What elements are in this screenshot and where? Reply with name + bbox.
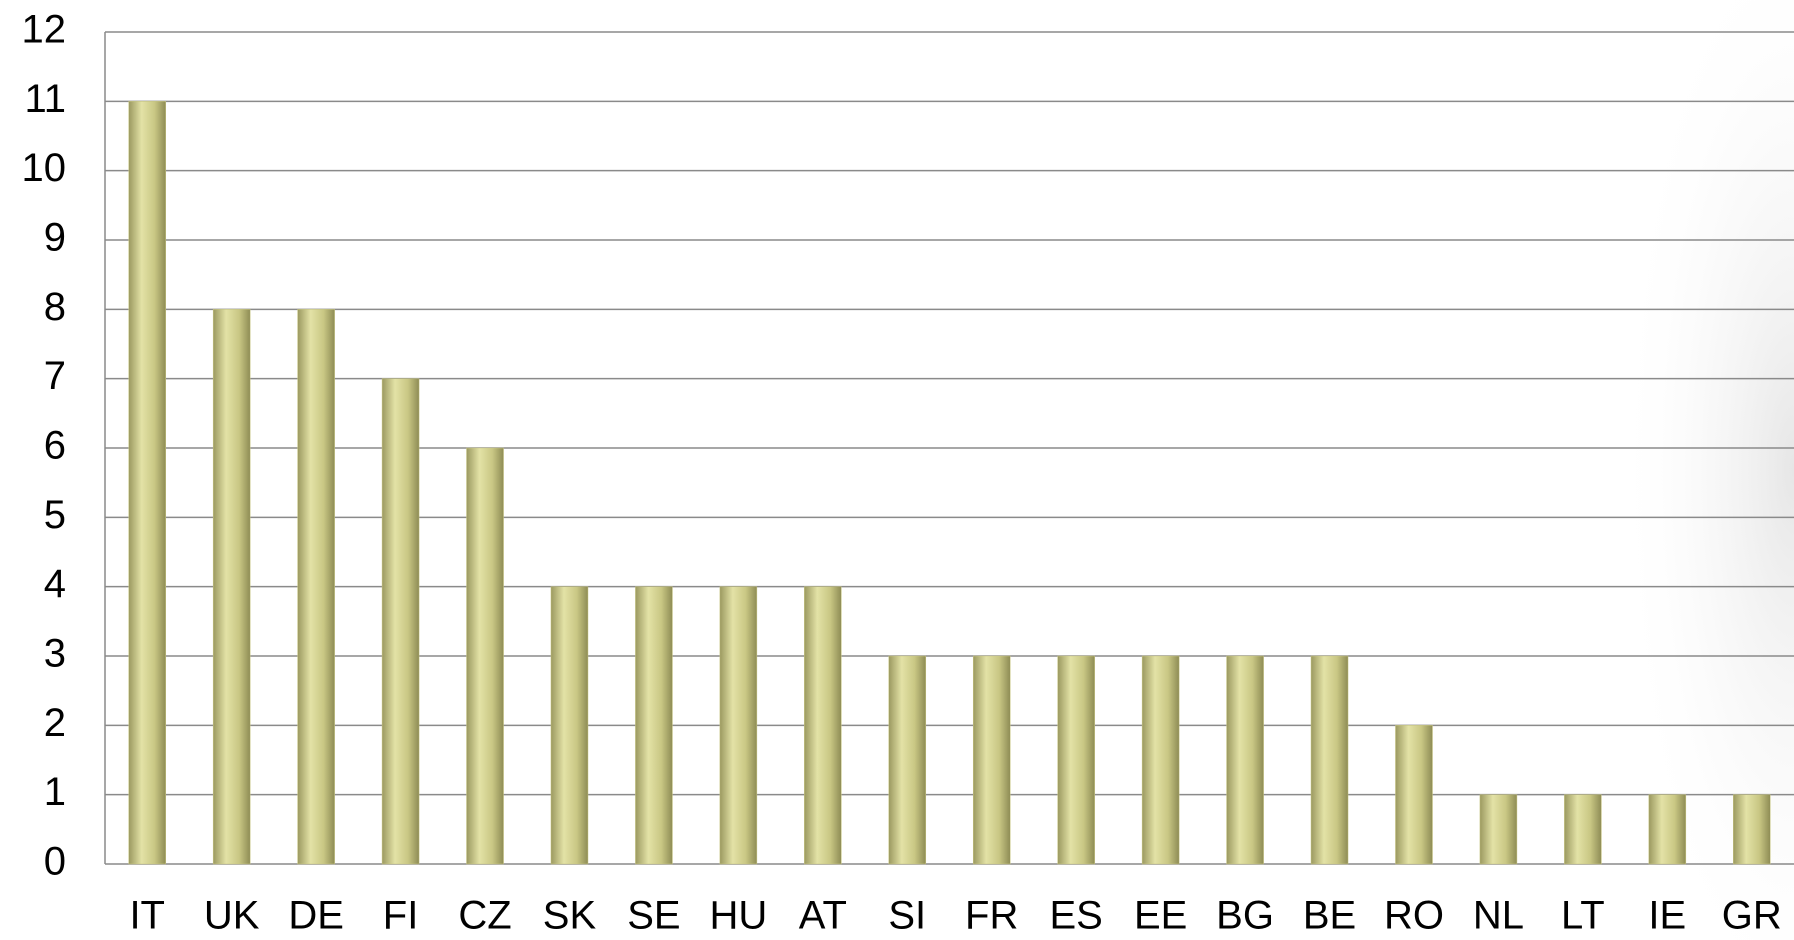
y-tick-label: 3 [44, 632, 66, 676]
x-tick-label: FR [965, 894, 1018, 938]
bar [1395, 725, 1432, 864]
y-tick-label: 9 [44, 216, 66, 260]
bar [1142, 656, 1179, 864]
x-tick-label: CZ [458, 894, 511, 938]
x-tick-label: EE [1134, 894, 1187, 938]
bar [635, 587, 672, 864]
x-tick-label: FI [383, 894, 419, 938]
bar [973, 656, 1010, 864]
bar [804, 587, 841, 864]
x-tick-label: IE [1648, 894, 1686, 938]
page: 0123456789101112ITUKDEFICZSKSEHUATSIFRES… [0, 0, 1794, 940]
x-tick-label: BE [1303, 894, 1356, 938]
x-tick-label: GR [1722, 894, 1782, 938]
y-tick-label: 12 [22, 8, 67, 52]
x-tick-label: SE [627, 894, 680, 938]
x-tick-label: ES [1049, 894, 1102, 938]
bar [1564, 795, 1601, 864]
bar [213, 309, 250, 864]
x-tick-label: LT [1561, 894, 1605, 938]
y-tick-label: 10 [22, 146, 67, 190]
y-tick-label: 11 [24, 77, 66, 121]
x-tick-label: SK [543, 894, 597, 938]
y-tick-label: 0 [44, 840, 66, 884]
bar [382, 379, 419, 864]
y-tick-label: 6 [44, 424, 66, 468]
x-tick-label: NL [1473, 894, 1524, 938]
bar [889, 656, 926, 864]
y-tick-label: 8 [44, 285, 66, 329]
bar [1733, 795, 1770, 864]
y-tick-label: 7 [44, 354, 66, 398]
bar [1311, 656, 1348, 864]
y-tick-label: 4 [44, 562, 66, 606]
bar [1227, 656, 1264, 864]
bar [129, 101, 166, 864]
bar [1649, 795, 1686, 864]
x-tick-label: AT [799, 894, 847, 938]
bar [1058, 656, 1095, 864]
bar [298, 309, 335, 864]
y-tick-label: 1 [44, 770, 66, 814]
x-tick-label: DE [288, 894, 344, 938]
x-tick-label: BG [1216, 894, 1274, 938]
y-tick-label: 2 [44, 701, 66, 745]
bar [467, 448, 504, 864]
x-tick-label: SI [888, 894, 926, 938]
x-tick-label: UK [204, 894, 260, 938]
bar [720, 587, 757, 864]
x-tick-label: IT [129, 894, 165, 938]
bar [551, 587, 588, 864]
x-tick-label: RO [1384, 894, 1444, 938]
x-tick-label: HU [709, 894, 767, 938]
chart: 0123456789101112ITUKDEFICZSKSEHUATSIFRES… [0, 0, 1794, 940]
y-tick-label: 5 [44, 493, 66, 537]
bar [1480, 795, 1517, 864]
